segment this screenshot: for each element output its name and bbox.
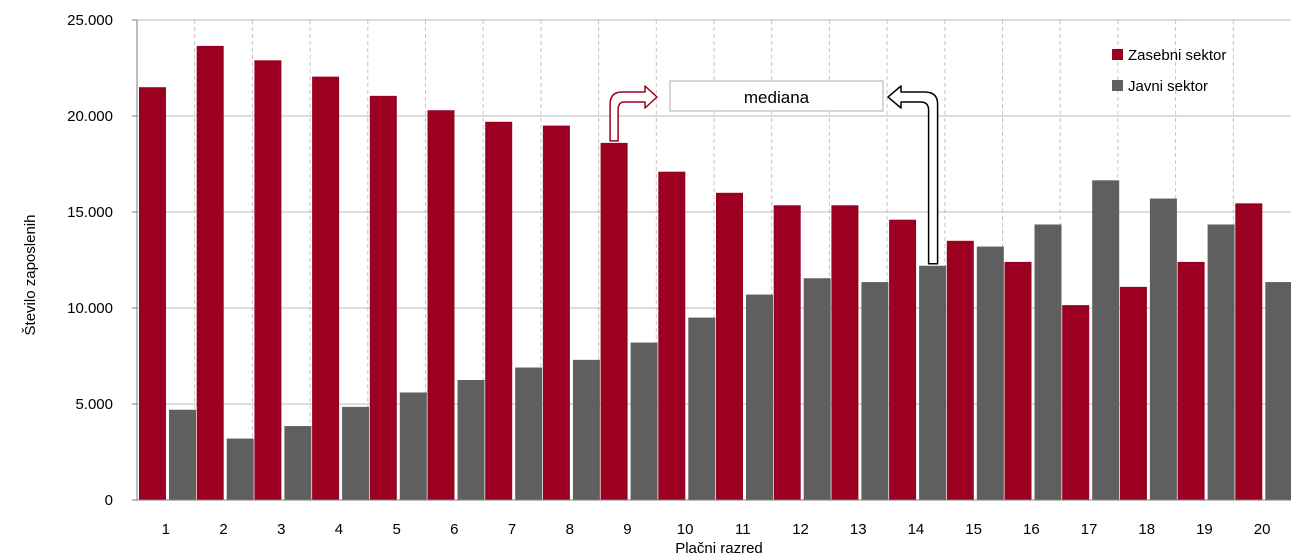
y-tick-label: 5.000 [75,396,113,413]
y-tick-label: 0 [105,492,113,509]
bar-zasebni-8 [542,125,570,500]
bar-javni-15 [976,246,1004,500]
bar-javni-1 [169,409,196,500]
x-tick-label: 17 [1081,521,1098,538]
y-tick-label: 15.000 [67,204,113,221]
bar-javni-19 [1207,224,1235,501]
bar-zasebni-7 [485,121,513,500]
bar-zasebni-9 [600,142,628,500]
mediana-annotation: mediana [609,80,939,265]
bar-zasebni-4 [312,76,340,500]
bar-javni-14 [919,265,947,500]
bar-javni-5 [399,392,427,500]
y-tick-label: 10.000 [67,300,113,317]
x-tick-label: 1 [162,521,170,538]
bar-javni-12 [803,278,831,500]
bar-zasebni-12 [773,205,801,500]
x-tick-label: 12 [792,521,809,538]
x-tick-label: 16 [1023,521,1040,538]
legend-label-javni: Javni sektor [1128,78,1208,95]
bar-javni-16 [1034,224,1062,501]
bar-javni-17 [1092,180,1120,500]
bar-javni-10 [688,317,716,500]
bar-zasebni-10 [658,171,686,500]
axes [132,19,1291,501]
bar-zasebni-17 [1062,305,1090,500]
bar-zasebni-18 [1119,286,1147,500]
y-tick-label: 25.000 [67,12,113,29]
x-tick-label: 20 [1254,521,1271,538]
x-tick-label: 9 [623,521,631,538]
bar-javni-20 [1265,282,1291,500]
x-tick-label: 11 [735,521,751,538]
bars [139,45,1291,501]
bar-javni-7 [515,367,543,500]
bar-zasebni-16 [1004,261,1032,500]
x-tick-label: 7 [508,521,516,538]
bar-zasebni-15 [946,240,974,501]
x-tick-label: 10 [677,521,694,538]
mediana-arrow-right-icon [887,85,939,265]
bar-zasebni-19 [1177,261,1205,500]
bar-javni-18 [1149,198,1177,500]
y-axis-title: Število zaposlenih [22,215,39,336]
legend: Zasebni sektor Javni sektor [1112,47,1226,95]
bar-javni-2 [226,438,254,500]
bar-zasebni-13 [831,205,859,500]
bar-javni-6 [457,380,485,500]
bar-zasebni-2 [196,45,224,501]
bar-zasebni-20 [1235,203,1263,501]
x-axis-title: Plačni razred [675,540,763,557]
x-tick-label: 19 [1196,521,1213,538]
x-tick-label: 13 [850,521,867,538]
mediana-box [669,80,884,112]
bar-zasebni-3 [254,60,282,500]
bar-zasebni-1 [139,87,166,500]
bar-javni-13 [861,282,889,500]
x-tick-label: 8 [566,521,574,538]
y-tick-labels: 0 5.000 10.000 15.000 20.000 25.000 [67,12,113,509]
legend-swatch-javni [1112,80,1123,91]
x-tick-label: 2 [219,521,227,538]
legend-label-zasebni: Zasebni sektor [1128,47,1226,64]
legend-swatch-zasebni [1112,49,1123,60]
x-tick-label: 14 [908,521,925,538]
x-tick-label: 18 [1138,521,1155,538]
mediana-arrow-left-icon [609,85,658,142]
bar-zasebni-5 [369,95,397,500]
bar-javni-4 [342,406,370,500]
x-tick-label: 5 [392,521,400,538]
bar-zasebni-14 [889,219,917,500]
x-tick-label: 3 [277,521,285,538]
bar-zasebni-6 [427,110,455,501]
x-tick-label: 15 [965,521,982,538]
x-tick-label: 6 [450,521,458,538]
bar-zasebni-11 [716,192,743,501]
x-tick-labels: 1 2 3 4 5 6 7 8 9 10 11 12 13 14 15 16 17 18 19 20 [162,521,1271,538]
y-tick-label: 20.000 [67,108,113,125]
mediana-label: mediana [744,88,810,107]
bar-javni-11 [746,294,773,500]
bar-javni-8 [572,359,600,500]
bar-javni-3 [284,426,312,500]
x-tick-label: 4 [335,521,343,538]
bar-javni-9 [630,342,658,500]
